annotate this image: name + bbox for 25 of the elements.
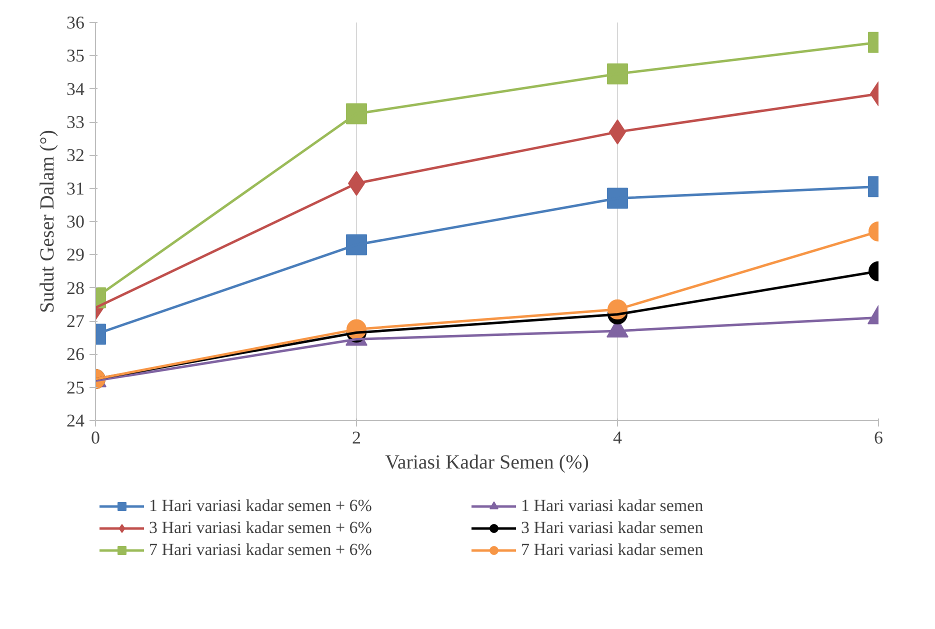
y-tick-label: 33 xyxy=(66,112,84,132)
y-tick-label: 36 xyxy=(66,12,84,32)
y-tick-label: 25 xyxy=(66,377,84,398)
y-tick-label: 28 xyxy=(66,278,84,298)
x-tick-label: 0 xyxy=(91,428,100,448)
y-tick-label: 29 xyxy=(66,244,84,265)
legend-label: 3 Hari variasi kadar semen xyxy=(521,518,704,538)
x-tick-label: 4 xyxy=(613,428,622,448)
y-tick-label: 26 xyxy=(66,344,84,364)
legend-label: 1 Hari variasi kadar semen + 6% xyxy=(149,496,373,516)
y-tick-label: 32 xyxy=(66,145,84,166)
y-tick-label: 27 xyxy=(66,311,84,331)
x-axis-title: Variasi Kadar Semen (%) xyxy=(385,452,589,474)
y-tick-label: 31 xyxy=(66,178,84,198)
y-axis-title: Sudut Geser Dalam (°) xyxy=(36,130,58,313)
x-tick-label: 6 xyxy=(874,428,883,448)
y-tick-label: 24 xyxy=(66,410,84,430)
y-tick-label: 30 xyxy=(66,212,84,232)
y-tick-label: 35 xyxy=(66,46,84,66)
x-tick-label: 2 xyxy=(352,428,361,448)
legend-label: 7 Hari variasi kadar semen + 6% xyxy=(149,540,373,560)
legend-label: 3 Hari variasi kadar semen + 6% xyxy=(149,518,373,538)
legend-label: 1 Hari variasi kadar semen xyxy=(521,496,704,516)
y-tick-label: 34 xyxy=(66,78,84,99)
legend-label: 7 Hari variasi kadar semen xyxy=(521,540,704,560)
